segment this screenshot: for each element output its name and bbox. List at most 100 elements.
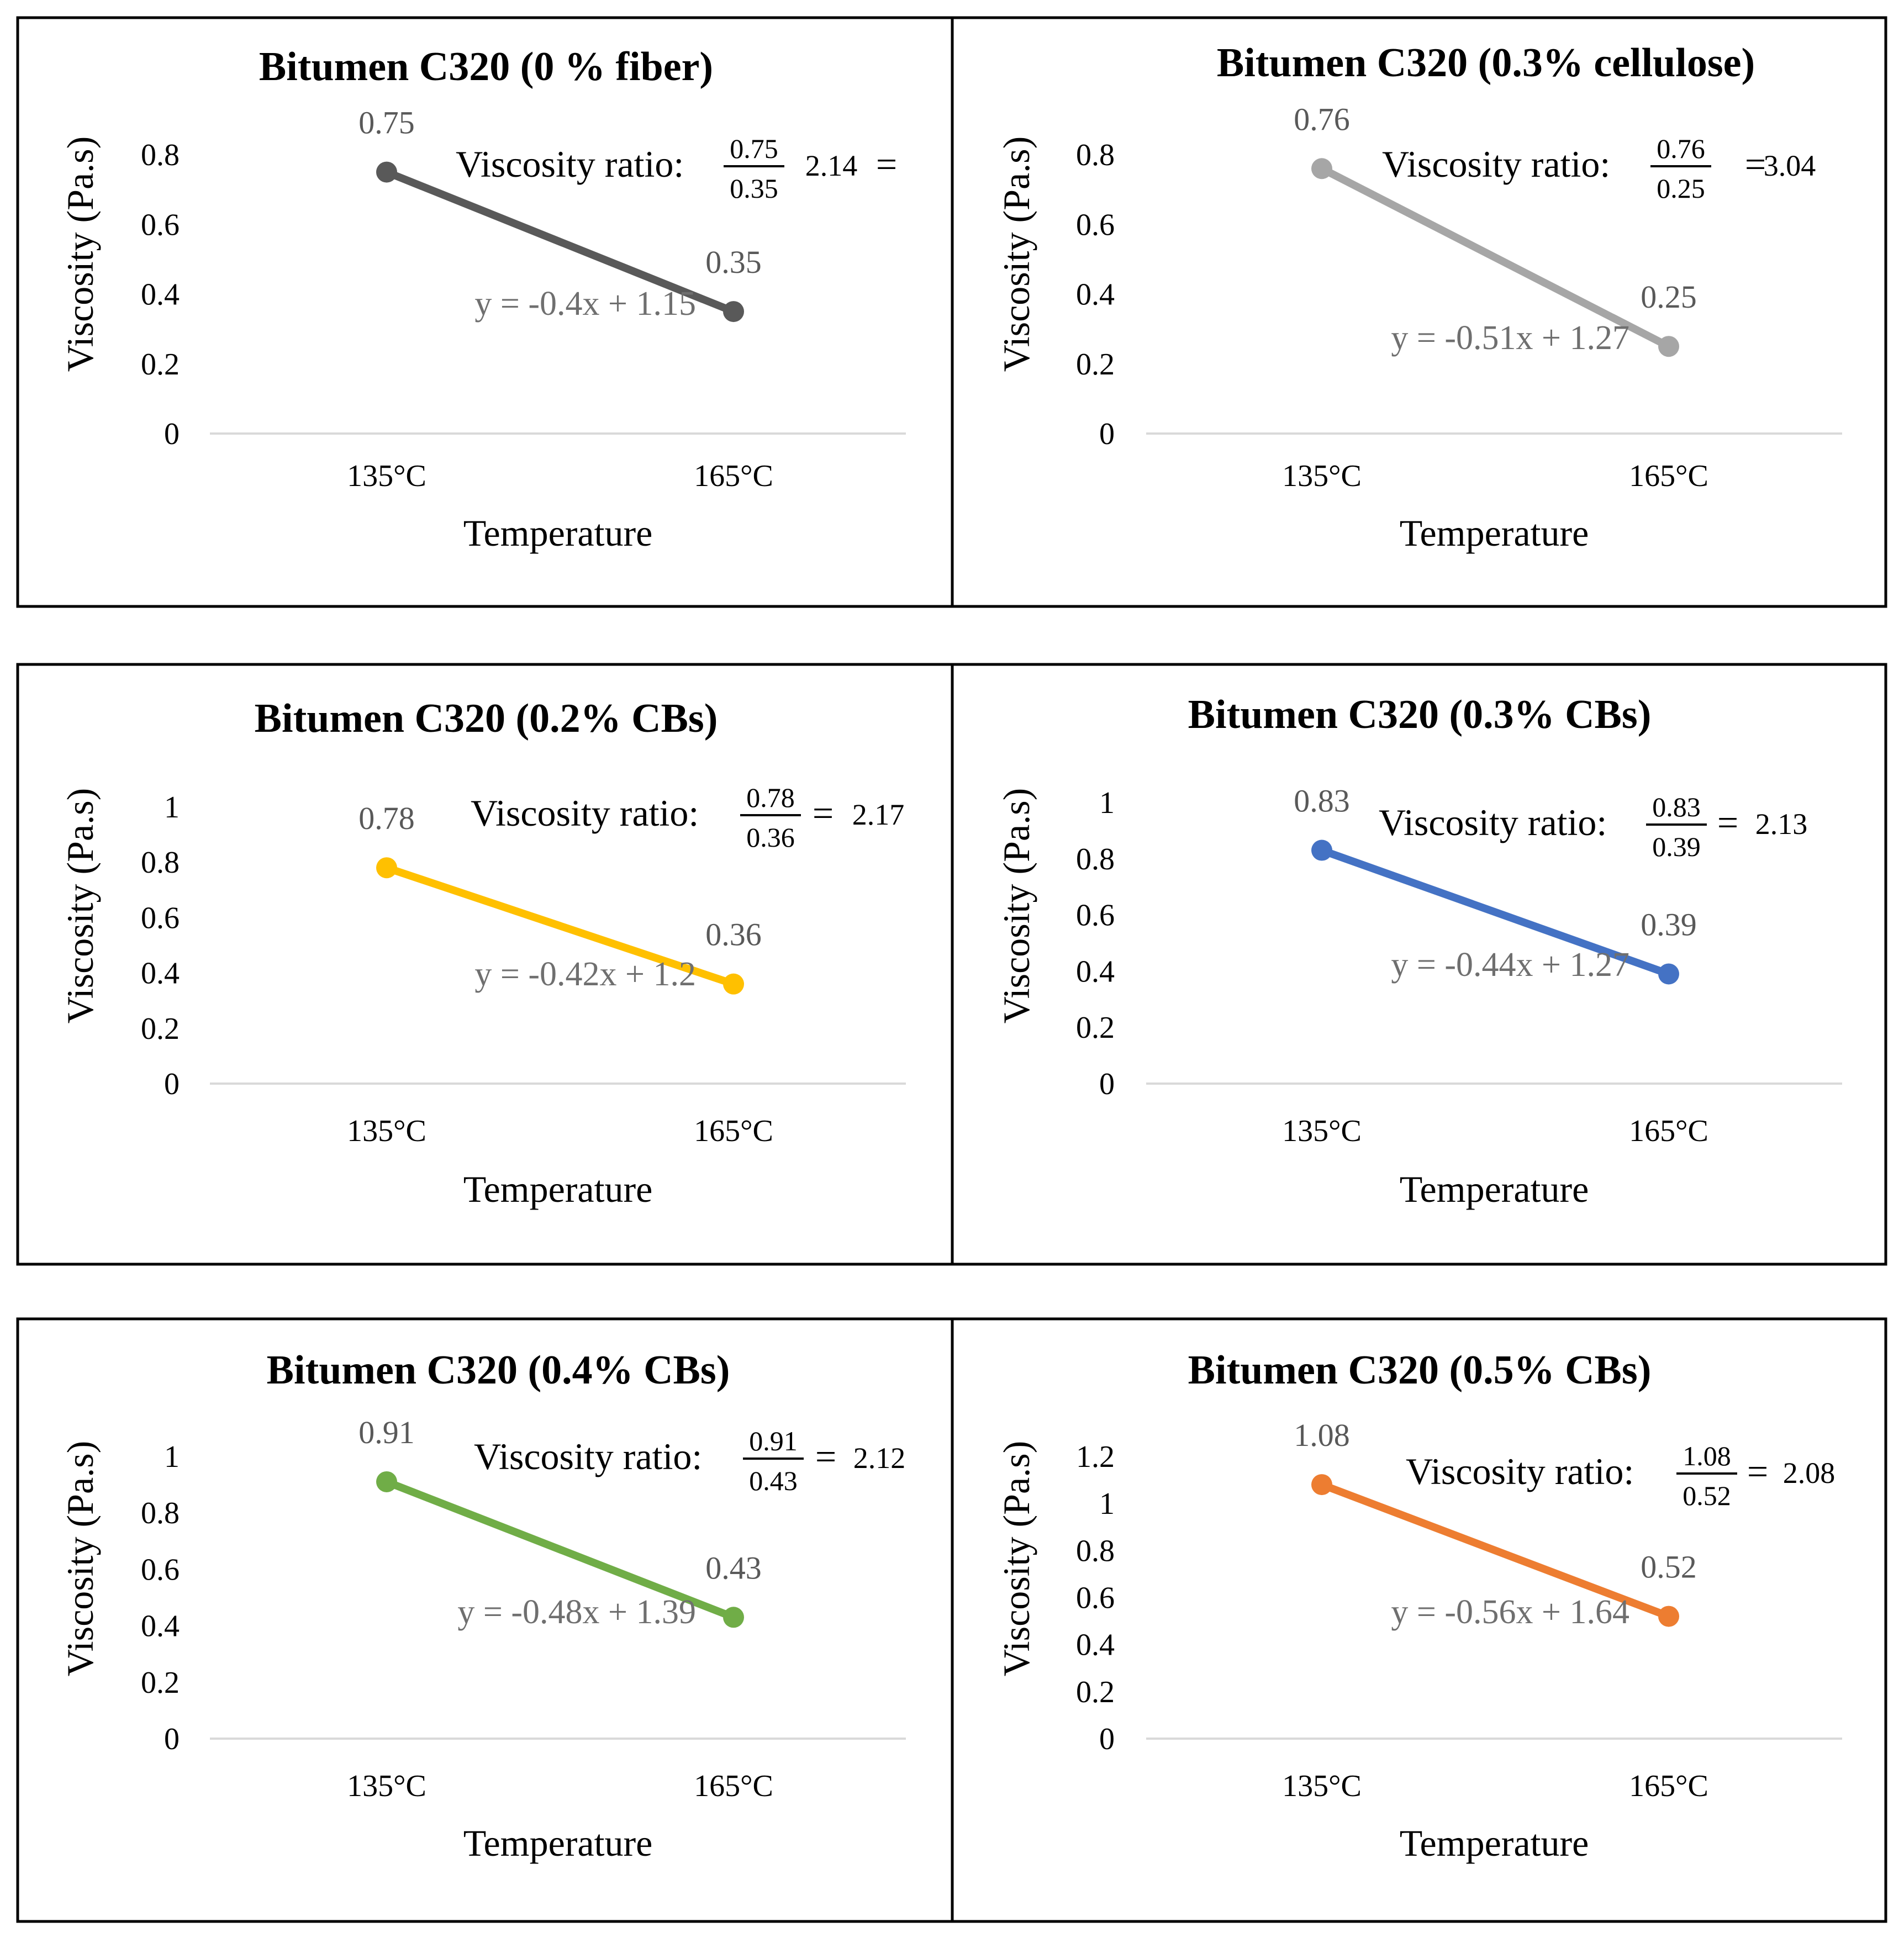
ratio-numerator: 0.76 — [1657, 133, 1705, 164]
trendline-equation: y = -0.42x + 1.2 — [474, 955, 696, 993]
viscosity-ratio: Viscosity ratio: 0.78 0.36 = 2.17 — [471, 782, 904, 853]
y-tick-label: 1 — [1099, 786, 1115, 820]
y-tick-label: 0.4 — [141, 957, 180, 991]
ratio-equals: = — [1747, 1450, 1768, 1492]
ratio-label: Viscosity ratio: — [1379, 801, 1607, 843]
y-tick-label: 0 — [1099, 417, 1115, 451]
x-axis-label: Temperature — [463, 1168, 653, 1210]
y-tick-label: 1.2 — [1076, 1440, 1115, 1474]
data-point-marker — [1658, 336, 1679, 357]
ratio-denominator: 0.52 — [1683, 1480, 1731, 1511]
x-tick-label: 165°C — [1629, 459, 1708, 493]
y-tick-label: 0.4 — [141, 278, 180, 312]
viscosity-ratio: Viscosity ratio: 1.08 0.52 = 2.08 — [1406, 1440, 1835, 1511]
ratio-equals: = — [1745, 143, 1766, 185]
chart-title: Bitumen C320 (0 % fiber) — [259, 44, 713, 89]
series-line — [383, 864, 737, 988]
viscosity-ratio: Viscosity ratio: 0.75 0.35 = 2.14 — [456, 133, 897, 204]
y-tick-label: 0.4 — [141, 1609, 180, 1644]
charts-layer: Bitumen C320 (0 % fiber) 0 0.2 0.4 0.6 0.8 Vis… — [59, 40, 1842, 1864]
viscosity-ratio: Viscosity ratio: 0.91 0.43 = 2.12 — [474, 1425, 905, 1496]
series-line — [383, 1477, 737, 1622]
data-point-marker — [1658, 963, 1679, 985]
chart-panel-5: Bitumen C320 (0.4% CBs) 0 0.2 0.4 0.6 0.8 1 Vis… — [59, 1348, 906, 1864]
data-label: 0.39 — [1641, 906, 1697, 942]
y-tick-label: 0.4 — [1076, 1628, 1115, 1662]
x-tick-label: 165°C — [694, 459, 773, 493]
y-tick-label: 0.2 — [1076, 1675, 1115, 1709]
ratio-equals: = — [1717, 801, 1738, 843]
chart-title: Bitumen C320 (0.5% CBs) — [1188, 1348, 1652, 1393]
x-tick-label: 135°C — [347, 1114, 426, 1148]
data-label: 0.83 — [1294, 783, 1350, 819]
x-axis-label: Temperature — [1400, 512, 1589, 554]
data-label: 0.36 — [705, 917, 762, 953]
data-point-marker — [1658, 1606, 1679, 1627]
y-tick-label: 0.6 — [1076, 1581, 1115, 1615]
y-axis-label: Viscosity (Pa.s) — [59, 136, 101, 372]
y-tick-label: 0.6 — [141, 208, 180, 242]
x-tick-label: 165°C — [1629, 1769, 1708, 1803]
ratio-denominator: 0.25 — [1657, 173, 1705, 204]
series-line — [383, 168, 737, 316]
ratio-result: 2.17 — [852, 798, 905, 831]
data-label: 0.91 — [358, 1414, 415, 1450]
x-tick-label: 135°C — [347, 1769, 426, 1803]
y-tick-label: 0.2 — [1076, 1011, 1115, 1045]
y-tick-label: 0.8 — [141, 846, 180, 880]
y-tick-label: 0.6 — [1076, 899, 1115, 933]
y-tick-label: 1 — [164, 1440, 180, 1474]
y-tick-label: 0.2 — [141, 1012, 180, 1046]
x-axis-label: Temperature — [463, 1822, 653, 1864]
data-point-marker — [1311, 1474, 1332, 1496]
y-tick-label: 0.6 — [141, 1552, 180, 1587]
y-tick-label: 0.4 — [1076, 278, 1115, 312]
y-tick-label: 0.2 — [141, 1666, 180, 1700]
chart-title: Bitumen C320 (0.3% cellulose) — [1217, 40, 1755, 86]
data-label: 1.08 — [1294, 1417, 1350, 1453]
ratio-equals: = — [876, 143, 897, 185]
ratio-result: 3.04 — [1764, 149, 1816, 182]
y-tick-label: 0.6 — [1076, 208, 1115, 242]
series-line — [1318, 846, 1673, 978]
data-label: 0.78 — [358, 800, 415, 836]
y-tick-label: 0.2 — [141, 347, 180, 382]
ratio-numerator: 1.08 — [1683, 1440, 1731, 1471]
y-tick-label: 0.8 — [1076, 1534, 1115, 1568]
data-point-marker — [376, 161, 397, 183]
trendline-equation: y = -0.51x + 1.27 — [1391, 319, 1629, 357]
trendline-equation: y = -0.48x + 1.39 — [457, 1593, 696, 1631]
ratio-label: Viscosity ratio: — [456, 143, 684, 185]
y-tick-label: 0.6 — [141, 901, 180, 935]
ratio-numerator: 0.75 — [730, 133, 778, 164]
ratio-result: 2.08 — [1783, 1456, 1836, 1490]
ratio-denominator: 0.35 — [730, 173, 778, 204]
y-axis-label: Viscosity (Pa.s) — [995, 1441, 1037, 1677]
data-point-marker — [723, 301, 744, 323]
ratio-label: Viscosity ratio: — [1382, 143, 1610, 185]
y-tick-label: 0.8 — [141, 1496, 180, 1530]
ratio-label: Viscosity ratio: — [1406, 1450, 1634, 1492]
data-point-marker — [376, 1471, 397, 1492]
x-axis-label: Temperature — [1400, 1168, 1589, 1210]
x-axis-label: Temperature — [1400, 1822, 1589, 1864]
ratio-numerator: 0.83 — [1652, 791, 1701, 822]
data-label: 0.52 — [1641, 1549, 1697, 1585]
data-label: 0.76 — [1294, 101, 1350, 137]
viscosity-ratio: Viscosity ratio: 0.83 0.39 = 2.13 — [1379, 791, 1807, 862]
x-tick-label: 135°C — [1282, 459, 1362, 493]
ratio-label: Viscosity ratio: — [471, 792, 699, 834]
x-tick-label: 135°C — [347, 459, 426, 493]
x-tick-label: 165°C — [694, 1769, 773, 1803]
y-axis-label: Viscosity (Pa.s) — [995, 788, 1037, 1024]
chart-panel-6: Bitumen C320 (0.5% CBs) 0 0.2 0.4 0.6 0.8 1 1.2… — [995, 1348, 1842, 1864]
x-tick-label: 165°C — [1629, 1114, 1708, 1148]
y-axis-label: Viscosity (Pa.s) — [59, 1441, 101, 1677]
chart-title: Bitumen C320 (0.4% CBs) — [267, 1348, 730, 1393]
y-axis-label: Viscosity (Pa.s) — [59, 788, 101, 1024]
ratio-denominator: 0.39 — [1652, 831, 1701, 862]
ratio-denominator: 0.36 — [746, 822, 795, 853]
data-label: 0.75 — [358, 105, 415, 141]
series-line — [1318, 1481, 1673, 1620]
